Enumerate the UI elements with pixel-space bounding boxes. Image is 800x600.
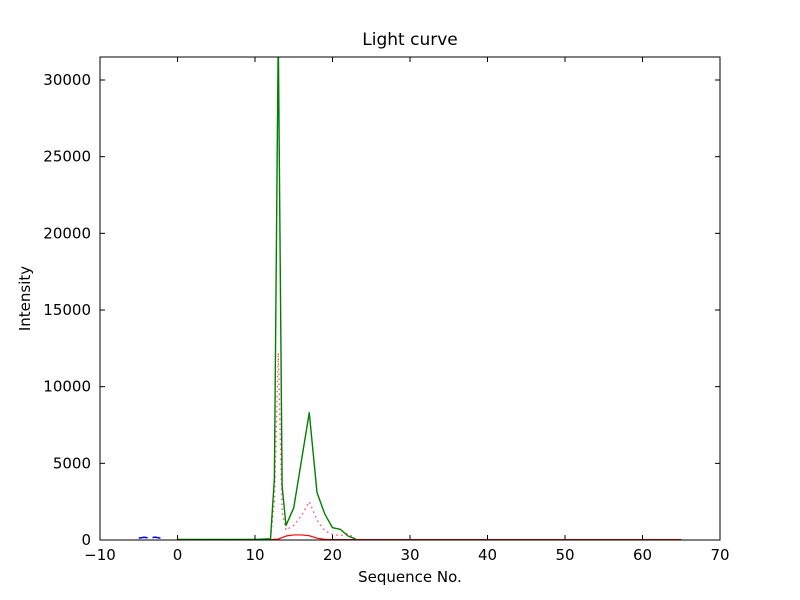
x-axis-label: Sequence No.	[358, 568, 462, 586]
y-axis-label: Intensity	[16, 266, 34, 331]
y-tick-label: 30000	[43, 71, 91, 89]
x-tick-label: 20	[323, 546, 342, 564]
y-tick-label: 5000	[53, 454, 91, 472]
y-tick-label: 25000	[43, 148, 91, 166]
y-tick-label: 10000	[43, 378, 91, 396]
x-tick-label: 40	[478, 546, 497, 564]
y-tick-label: 0	[81, 531, 91, 549]
plot-area	[100, 57, 720, 540]
y-tick-label: 15000	[43, 301, 91, 319]
green-solid-line	[177, 57, 357, 540]
x-tick-label: 50	[555, 546, 574, 564]
x-tick-label: 10	[245, 546, 264, 564]
x-tick-label: 0	[173, 546, 183, 564]
x-tick-label: −10	[84, 546, 116, 564]
x-tick-label: 60	[633, 546, 652, 564]
chart-title: Light curve	[362, 30, 457, 50]
y-tick-label: 20000	[43, 224, 91, 242]
x-tick-label: 70	[710, 546, 729, 564]
blue-dashed-line	[138, 536, 161, 539]
x-tick-label: 30	[400, 546, 419, 564]
pink-dotted-line	[177, 352, 357, 540]
